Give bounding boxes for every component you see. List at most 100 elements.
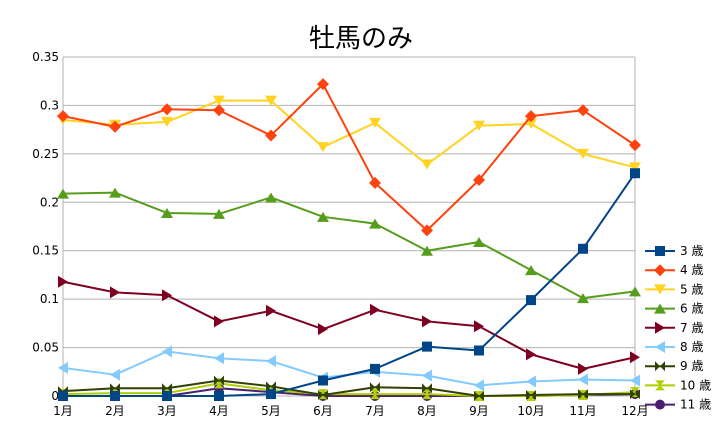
data-point [57, 188, 69, 199]
data-point [525, 110, 537, 123]
data-point [369, 176, 381, 189]
legend-item: 8 歳 [645, 340, 703, 354]
data-point [58, 361, 68, 374]
data-point [109, 120, 121, 133]
legend-item: 6 歳 [645, 302, 703, 316]
y-tick-label: 0.05 [32, 341, 59, 355]
legend-item: 9 歳 [645, 359, 703, 373]
data-point [161, 103, 173, 116]
data-point [578, 373, 588, 386]
series-7歳 [58, 275, 640, 375]
data-point [629, 139, 641, 152]
data-point [162, 345, 172, 358]
data-point [265, 129, 277, 142]
x-tick-label: 3月 [157, 404, 177, 418]
data-point [526, 348, 536, 361]
legend-item: 4 歳 [645, 263, 703, 277]
data-point [110, 286, 120, 299]
data-point [578, 362, 588, 375]
legend-label: 9 歳 [680, 359, 703, 373]
data-point [422, 341, 432, 352]
data-point [161, 207, 173, 218]
axes: 0 0.05 0.1 0.15 0.2 0.25 0.3 0.35 1月 2月 3月 4月 5月 6月 7月… [32, 50, 648, 418]
y-tick-label: 0.3 [40, 98, 59, 112]
y-tick-label: 0.25 [32, 147, 59, 161]
legend-swatch-marker [655, 246, 665, 256]
y-tick-label: 0.35 [32, 50, 59, 64]
data-point [109, 187, 121, 198]
series-line [62, 379, 635, 397]
x-tick-label: 1月 [53, 404, 73, 418]
data-point [630, 168, 640, 179]
data-point [265, 95, 277, 106]
data-point [421, 159, 433, 170]
legend-swatch-marker [655, 341, 665, 353]
data-point [213, 104, 225, 117]
legend-swatch-marker [655, 380, 665, 391]
data-point [630, 351, 640, 364]
data-point [162, 289, 172, 302]
data-point [213, 208, 225, 219]
data-point [422, 389, 432, 400]
legend-item: 5 歳 [645, 282, 703, 296]
data-point [162, 383, 172, 394]
legend-swatch-marker [654, 303, 666, 314]
legend-label: 6 歳 [680, 302, 703, 316]
series-line [62, 191, 636, 300]
legend-swatch-marker [654, 264, 666, 277]
series-line [63, 172, 636, 397]
legend: 3 歳 4 歳 5 歳 6 歳 7 歳 8 歳 9 歳 10 歳 11 歳 [645, 244, 711, 412]
legend-item: 7 歳 [645, 321, 703, 335]
data-point [473, 120, 485, 131]
legend-label: 5 歳 [680, 282, 703, 296]
data-point [110, 383, 120, 394]
data-point [317, 78, 329, 91]
data-point [213, 95, 225, 106]
legend-item: 3 歳 [645, 244, 703, 258]
data-point [526, 390, 536, 401]
data-point [630, 374, 640, 387]
data-point [370, 389, 380, 400]
data-point [266, 389, 276, 400]
data-point [525, 265, 537, 276]
series-8歳 [58, 345, 640, 392]
legend-label: 11 歳 [680, 398, 711, 412]
y-tick-label: 0.1 [40, 292, 59, 306]
x-tick-label: 9月 [469, 404, 489, 418]
series-line [62, 350, 636, 387]
legend-label: 3 歳 [680, 244, 703, 258]
chart-title: 牡馬のみ [309, 24, 413, 54]
data-point [370, 382, 380, 393]
legend-swatch-marker [655, 321, 665, 334]
x-tick-label: 11月 [569, 404, 596, 418]
series-3歳 [58, 168, 640, 401]
data-point [422, 369, 432, 382]
legend-label: 8 歳 [680, 340, 703, 354]
data-point [266, 304, 276, 317]
data-point [214, 352, 224, 365]
data-point [421, 224, 433, 237]
data-point [58, 275, 68, 288]
y-tick-label: 0.15 [32, 244, 59, 258]
data-point [422, 383, 432, 394]
series-6歳 [57, 187, 641, 304]
data-point [317, 211, 329, 222]
x-tick-label: 5月 [261, 404, 281, 418]
x-tick-label: 4月 [209, 404, 229, 418]
data-point [110, 368, 120, 381]
data-point [577, 148, 589, 159]
series-10歳 [58, 378, 640, 401]
data-point [526, 375, 536, 388]
data-point [214, 375, 224, 386]
data-point [526, 295, 536, 306]
data-point [318, 375, 328, 386]
x-tick-label: 10月 [517, 404, 544, 418]
y-tick-label: 0.2 [40, 195, 59, 209]
data-point [473, 174, 485, 187]
data-point [474, 320, 484, 333]
data-point [369, 218, 381, 229]
data-point [474, 391, 484, 401]
data-point [110, 391, 120, 401]
x-tick-label: 12月 [621, 404, 648, 418]
